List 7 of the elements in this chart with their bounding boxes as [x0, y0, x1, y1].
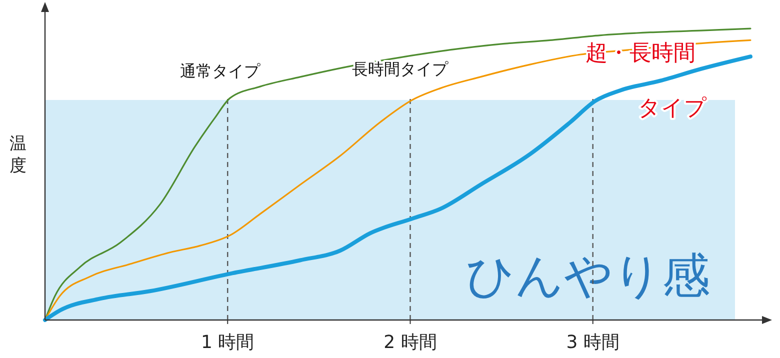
- series-label: 通常タイプ: [180, 62, 262, 81]
- band-label: ひんやり感: [466, 248, 710, 304]
- series-label: 長時間タイプ: [352, 59, 450, 78]
- y-axis-title: 温度: [10, 134, 26, 176]
- x-tick-label: 1 時間: [201, 332, 254, 353]
- x-tick-label: 3 時間: [566, 332, 620, 353]
- x-tick-label: 2 時間: [384, 332, 437, 353]
